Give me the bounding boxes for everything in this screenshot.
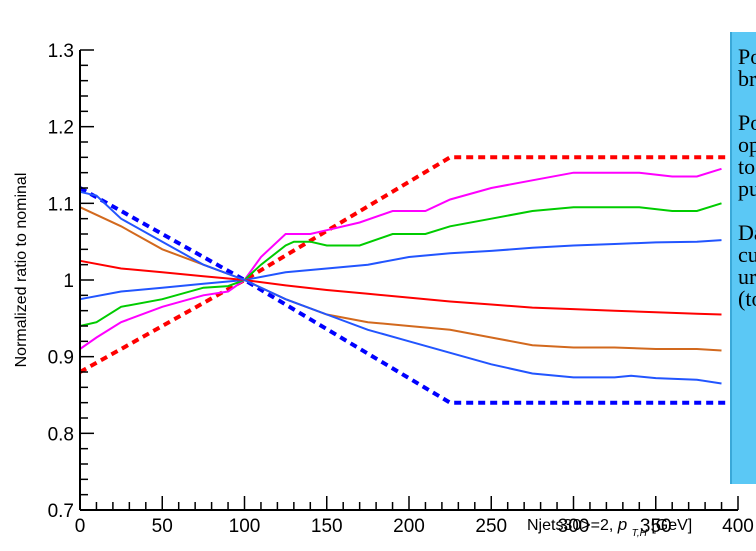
legend-callout-line: op <box>738 132 756 157</box>
legend-callout-text: Pobr Pooptopu Dacuur(to <box>732 32 756 310</box>
x-tick-label: 200 <box>393 516 425 537</box>
series-line-6 <box>79 206 722 352</box>
legend-callout-line: (to <box>738 286 756 311</box>
y-tick-label: 1.2 <box>48 118 74 139</box>
x-tick-label: 250 <box>475 516 507 537</box>
y-tick-label: 1.1 <box>48 194 74 215</box>
legend-callout-box: Pobr Pooptopu Dacuur(to <box>730 32 756 484</box>
y-tick-label: 1.3 <box>48 41 74 62</box>
x-axis-title-main: Njets30>=2, <box>527 517 618 534</box>
y-tick-label: 0.9 <box>48 348 74 369</box>
x-tick-label: 50 <box>152 516 173 537</box>
y-tick-label: 1 <box>63 271 74 292</box>
legend-callout-line <box>732 200 756 222</box>
y-tick-label: 0.8 <box>48 424 74 445</box>
legend-callout-line: ur <box>738 264 756 289</box>
x-tick-label: 300 <box>558 516 590 537</box>
legend-callout-line <box>732 90 756 112</box>
tick-labels: 0 50 100 150 200 250 300 350 400 0.7 0.8 0.9 1 1.1 1.2… <box>48 41 754 537</box>
series-layer <box>79 155 738 405</box>
legend-callout-line: cu <box>738 242 756 267</box>
x-axis-title-var: p <box>617 515 627 534</box>
axes-layer <box>79 50 738 511</box>
series-line-2 <box>79 167 722 350</box>
x-axis-title-unit: [GeV] <box>651 517 692 534</box>
series-line-3 <box>79 202 722 327</box>
series-line-4 <box>79 239 722 301</box>
x-tick-label: 350 <box>640 516 672 537</box>
legend-callout-line: Po <box>738 110 756 135</box>
x-tick-label: 400 <box>722 516 754 537</box>
x-tick-label: 150 <box>311 516 343 537</box>
series-line-0 <box>79 155 738 374</box>
legend-callout-line: to <box>738 154 756 179</box>
y-axis-title: Normalized ratio to nominal <box>13 173 30 368</box>
x-tick-label: 0 <box>75 516 86 537</box>
series-line-7 <box>79 190 722 385</box>
tick-marks <box>79 49 739 511</box>
series-line-5 <box>79 259 722 316</box>
legend-callout-line: br <box>738 66 756 91</box>
legend-callout-line: pu <box>738 176 756 201</box>
x-axis-title-sub: T,H <box>632 528 648 539</box>
x-tick-label: 100 <box>229 516 261 537</box>
legend-callout-line: Da <box>738 220 756 245</box>
x-axis-title: Njets30>=2, p T,H [GeV] <box>527 515 692 540</box>
legend-callout-line: Po <box>738 44 756 69</box>
y-tick-label: 0.7 <box>48 501 74 522</box>
